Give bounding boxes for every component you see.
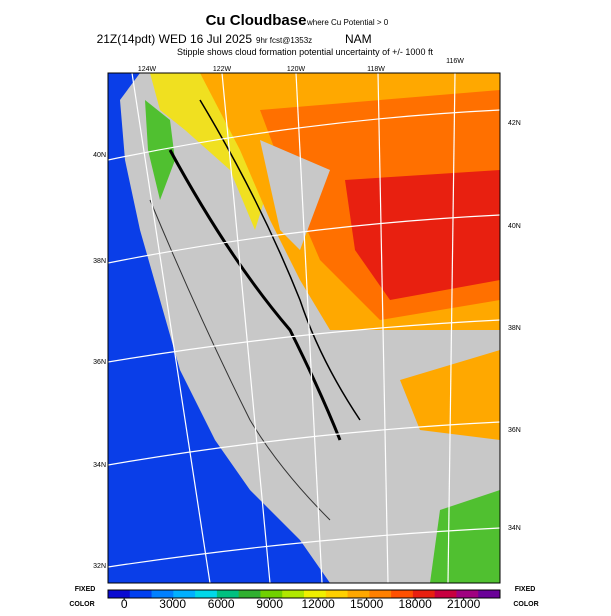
green-se [430, 490, 500, 583]
map-frame [107, 72, 501, 584]
colorbar-swatch [108, 590, 131, 598]
colorbar-swatch [129, 590, 153, 598]
valid-time: 21Z(14pdt) WED 16 Jul 2025 [97, 32, 253, 46]
colorbar-swatch [412, 590, 436, 598]
lat-label: 38N [93, 258, 106, 265]
lat-label: 42N [508, 120, 521, 127]
colorbar-swatch [282, 590, 305, 598]
gray-patch [260, 140, 330, 250]
colorbar-label: 0 [121, 597, 128, 611]
lon-label: 118W [367, 66, 385, 73]
colorbar-swatch [216, 590, 240, 598]
map [107, 72, 501, 584]
colorbar-label: 18000 [398, 597, 432, 611]
colorbar-label: 15000 [350, 597, 384, 611]
colorbar-swatch [347, 590, 370, 598]
colorbar-label: 21000 [447, 597, 481, 611]
lat-label: 32N [93, 563, 106, 570]
colorbar-frame [107, 589, 501, 599]
contour [168, 149, 342, 441]
corner-label: COLOR [513, 601, 538, 608]
corner-label: FIXED [75, 586, 96, 593]
colorbar-swatch [151, 590, 174, 598]
colorbar-swatch [304, 590, 327, 598]
model: NAM [345, 32, 372, 46]
contour [149, 199, 331, 521]
colorbar-swatch [238, 590, 261, 598]
colorbar-label: 12000 [301, 597, 335, 611]
lon-label: 122W [213, 66, 232, 73]
contour [199, 99, 361, 421]
lat-label: 40N [508, 223, 521, 230]
colorbar-swatch [195, 590, 218, 598]
colorbar-label: 3000 [159, 597, 186, 611]
colorbar-swatch [173, 590, 196, 598]
colorbar-swatch [478, 590, 501, 598]
lat-label: 34N [93, 462, 106, 469]
colorbar-label: 9000 [256, 597, 283, 611]
lat-label: 36N [508, 427, 521, 434]
lat-label: 40N [93, 152, 106, 159]
colorbar-swatch [260, 590, 283, 598]
colorbar-swatch [434, 590, 457, 598]
lon-label: 120W [287, 66, 306, 73]
graticule [108, 73, 500, 583]
lon-label: 116W [446, 58, 464, 65]
colorbar-swatch [391, 590, 414, 598]
title-note: where Cu Potential > 0 [306, 18, 389, 27]
red-zone [345, 170, 500, 300]
lat-label: 38N [508, 325, 521, 332]
lat-label: 34N [508, 525, 521, 532]
colorbar-swatch [369, 590, 392, 598]
lat-label: 36N [93, 359, 106, 366]
corner-label: COLOR [69, 601, 94, 608]
colorbar-label: 6000 [208, 597, 235, 611]
lon-label: 124W [138, 66, 157, 73]
corner-label: FIXED [515, 586, 536, 593]
subtitle: Stipple shows cloud formation potential … [177, 47, 433, 57]
colorbar-swatch [456, 590, 479, 598]
forecast: 9hr fcst@1353z [256, 36, 312, 45]
colorbar-swatch [325, 590, 349, 598]
title: Cu Cloudbase [206, 12, 307, 29]
